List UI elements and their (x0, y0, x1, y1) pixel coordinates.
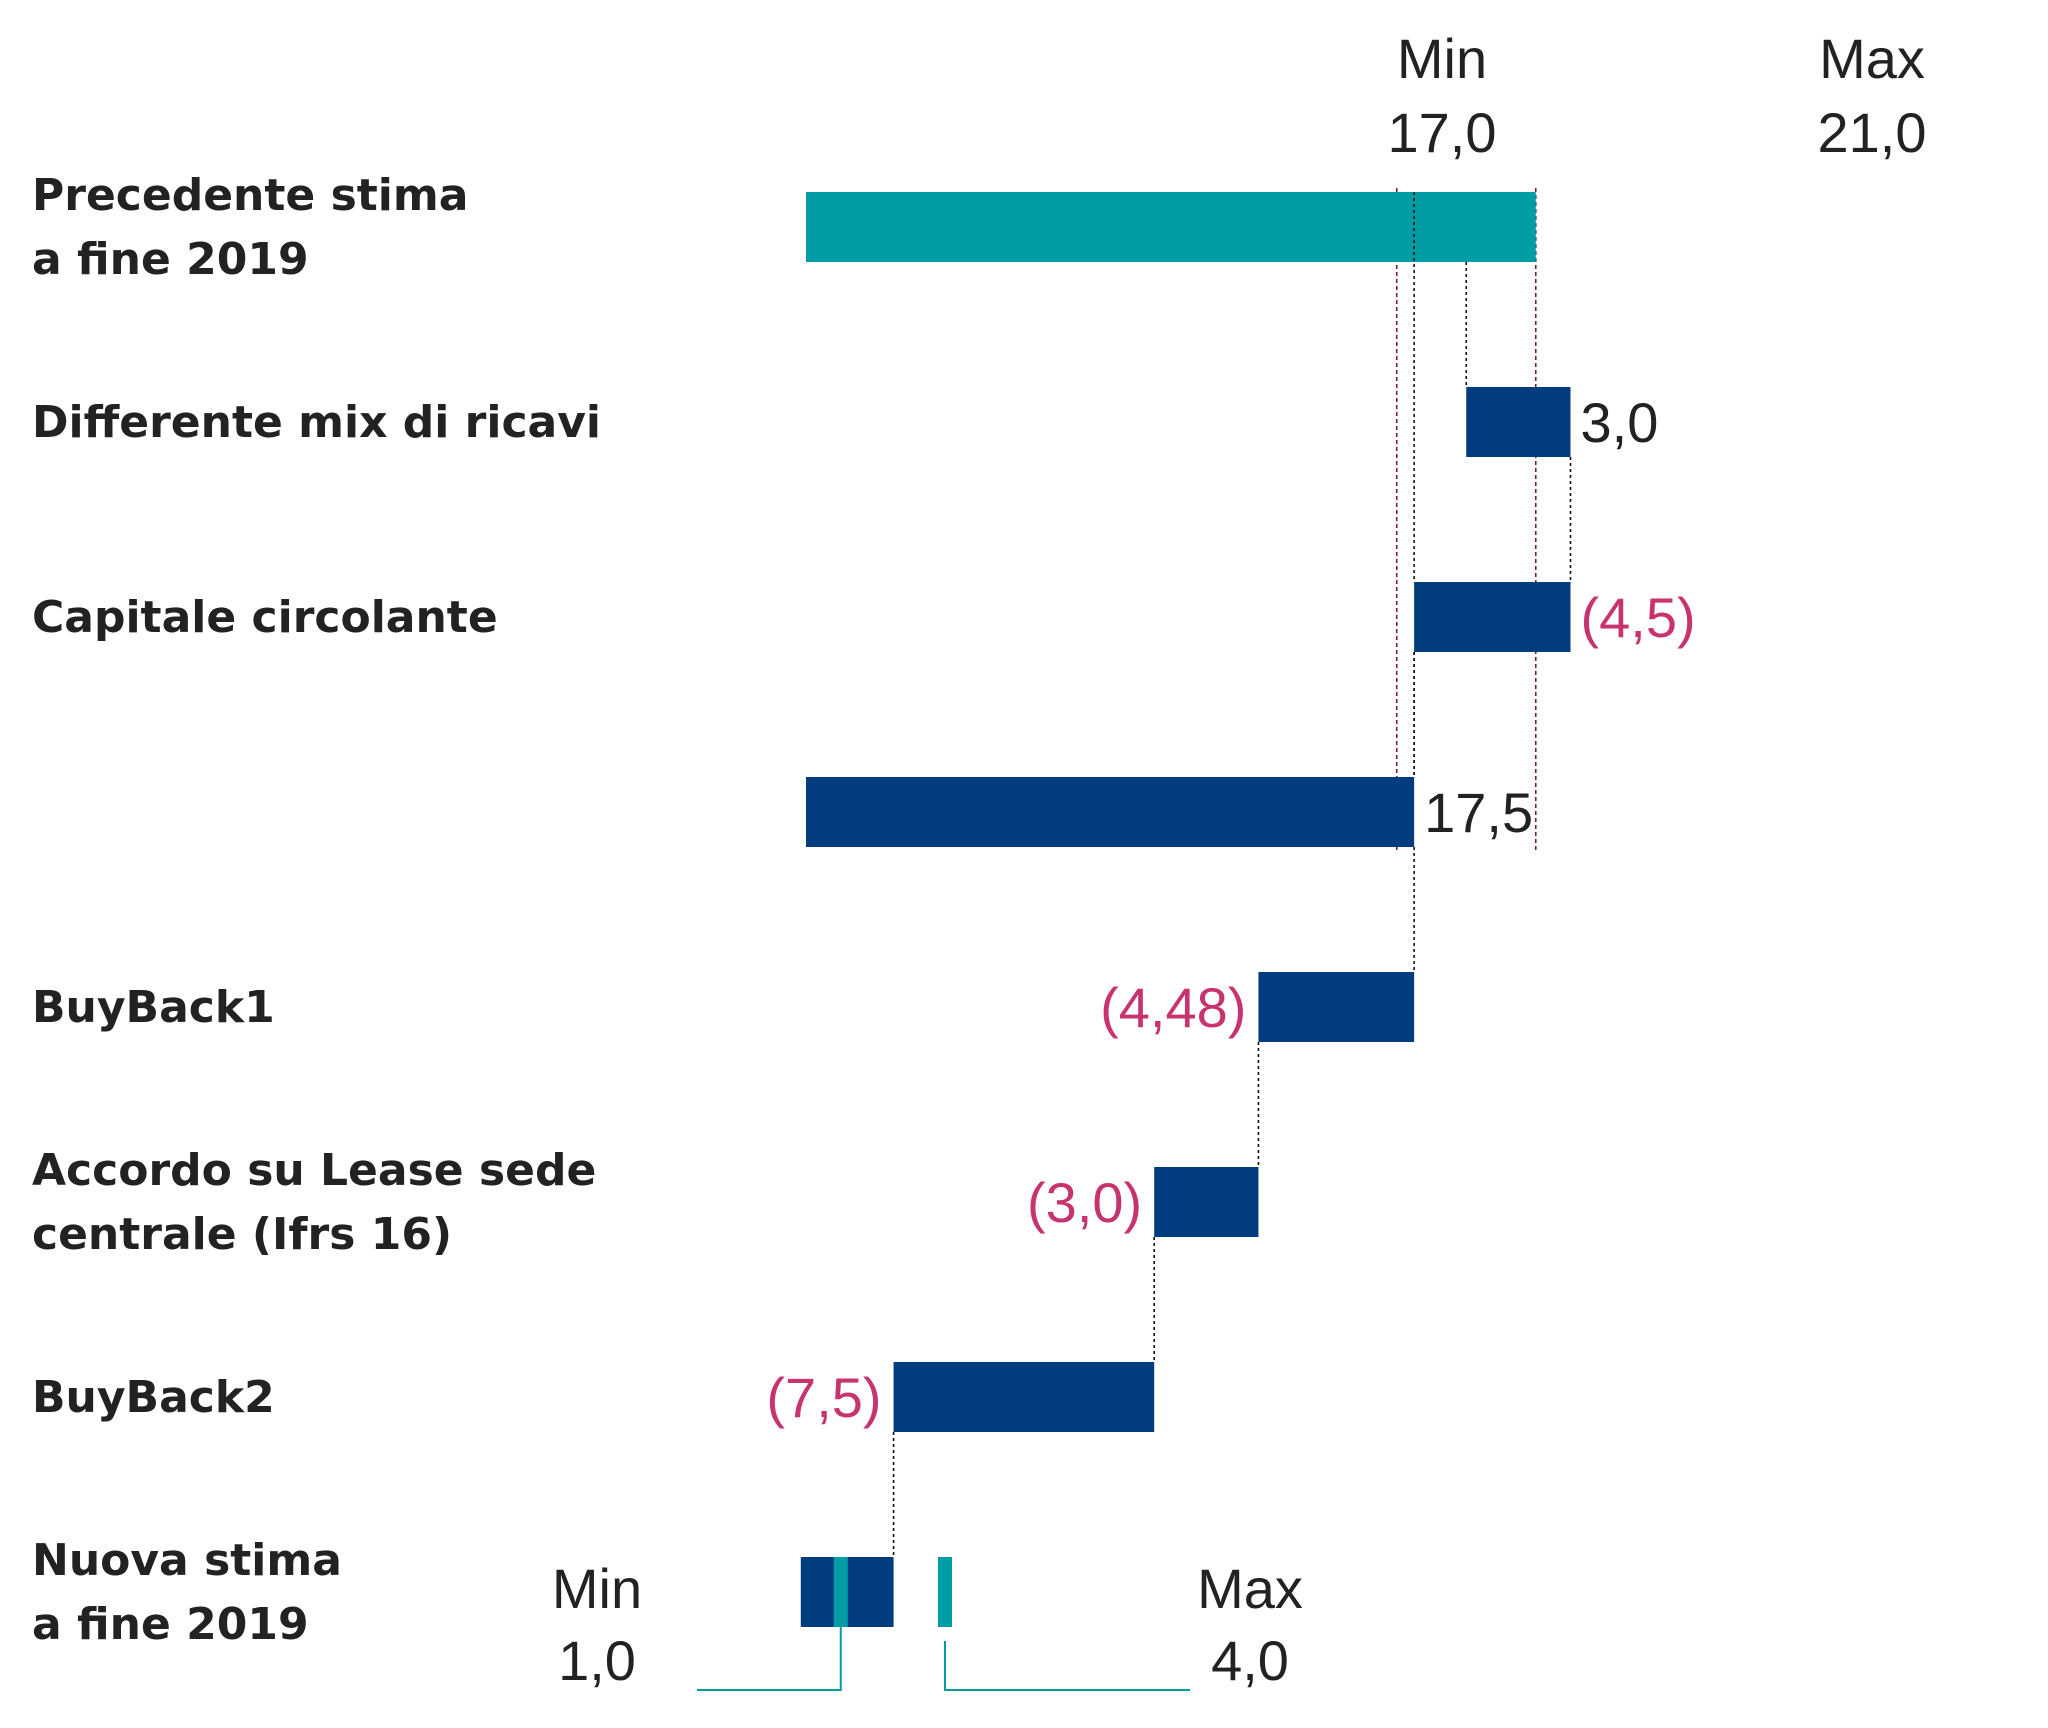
guide-lines (1395, 188, 1537, 851)
category-label-row-1: a fine 2019 (32, 234, 309, 285)
final-min-bracket (697, 1627, 842, 1691)
value-label-row-6: (3,0) (1027, 1171, 1142, 1234)
value-label-row-5: (4,48) (1100, 976, 1246, 1039)
bar-row-4 (806, 777, 1415, 847)
value-label-row-2: 3,0 (1581, 391, 1659, 454)
category-label-row-1: Precedente stima (32, 170, 468, 221)
category-label-row-6: centrale (Ifrs 16) (32, 1209, 452, 1260)
category-label-row-3: Capitale circolante (32, 592, 498, 643)
header-max-label: Max (1819, 27, 1925, 90)
category-label-final: a fine 2019 (32, 1599, 309, 1650)
labels: Precedente stima a fine 2019 Differente mi… (32, 170, 1696, 1650)
value-label-row-7: (7,5) (766, 1366, 881, 1429)
bar-row-1 (806, 192, 1536, 262)
header-min-label: Min (1397, 27, 1487, 90)
bar-row-6 (1154, 1167, 1259, 1237)
final-max-marker (938, 1557, 952, 1627)
category-label-row-7: BuyBack2 (32, 1372, 275, 1423)
bar-row-2 (1466, 387, 1571, 457)
header-min-value: 17,0 (1388, 101, 1497, 164)
range-header: Min 17,0 Max 21,0 (1388, 27, 1927, 164)
bars (806, 192, 1571, 1432)
category-label-final: Nuova stima (32, 1535, 342, 1586)
final-max-label: Max (1197, 1557, 1303, 1620)
connectors (892, 192, 1572, 1557)
category-label-row-2: Differente mix di ricavi (32, 397, 601, 448)
category-label-row-6: Accordo su Lease sede (32, 1145, 596, 1196)
final-min-label: Min (552, 1557, 642, 1620)
bar-row-7 (893, 1362, 1155, 1432)
bar-row-3 (1414, 582, 1571, 652)
value-label-row-3: (4,5) (1581, 586, 1696, 649)
final-estimate: Min 1,0 Max 4,0 (552, 1557, 1303, 1692)
final-min-value: 1,0 (558, 1629, 636, 1692)
value-label-row-4: 17,5 (1424, 781, 1533, 844)
final-max-bracket (944, 1641, 1190, 1691)
category-label-row-5: BuyBack1 (32, 982, 275, 1033)
final-min-marker (833, 1557, 848, 1627)
final-max-value: 4,0 (1211, 1629, 1289, 1692)
bar-row-5 (1258, 972, 1415, 1042)
header-max-value: 21,0 (1818, 101, 1927, 164)
